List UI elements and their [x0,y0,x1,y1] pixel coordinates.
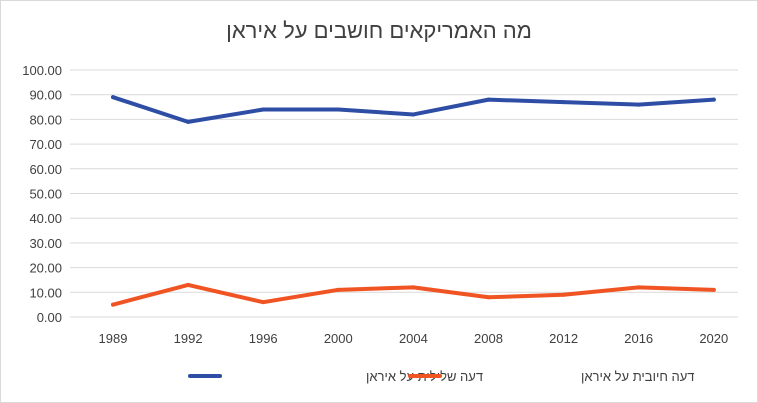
legend-label-2: דעה חיובית על איראן [581,369,695,384]
series-line-1 [111,95,716,124]
data-point [486,295,491,300]
data-point [636,102,641,107]
x-tick-label: 2012 [549,331,578,346]
x-tick-label: 2020 [699,331,728,346]
data-point [336,287,341,292]
y-tick-label: 70.00 [29,137,62,152]
data-point [561,100,566,105]
data-point [636,285,641,290]
data-point [411,285,416,290]
data-point [186,119,191,124]
data-point [561,292,566,297]
data-point [711,97,716,102]
x-tick-label: 2016 [624,331,653,346]
y-tick-label: 90.00 [29,88,62,103]
chart-title: מה האמריקאים חושבים על איראן [226,18,532,43]
x-tick-label: 1996 [249,331,278,346]
x-tick-label: 2008 [474,331,503,346]
y-tick-label: 10.00 [29,285,62,300]
data-point [261,300,266,305]
y-tick-label: 30.00 [29,236,62,251]
data-point [111,302,115,307]
y-tick-label: 80.00 [29,112,62,127]
data-point [336,107,341,112]
y-tick-label: 40.00 [29,211,62,226]
data-point [186,282,191,287]
x-tick-label: 1992 [174,331,203,346]
data-point [411,112,416,117]
data-point [111,95,115,100]
y-tick-label: 60.00 [29,162,62,177]
data-point [711,287,716,292]
data-point [261,107,266,112]
y-tick-label: 20.00 [29,261,62,276]
y-tick-label: 50.00 [29,187,62,202]
y-tick-label: 100.00 [22,63,62,78]
x-tick-label: 2004 [399,331,428,346]
data-point [486,97,491,102]
y-tick-label: 0.00 [37,310,62,325]
x-tick-label: 1989 [99,331,128,346]
x-tick-label: 2000 [324,331,353,346]
